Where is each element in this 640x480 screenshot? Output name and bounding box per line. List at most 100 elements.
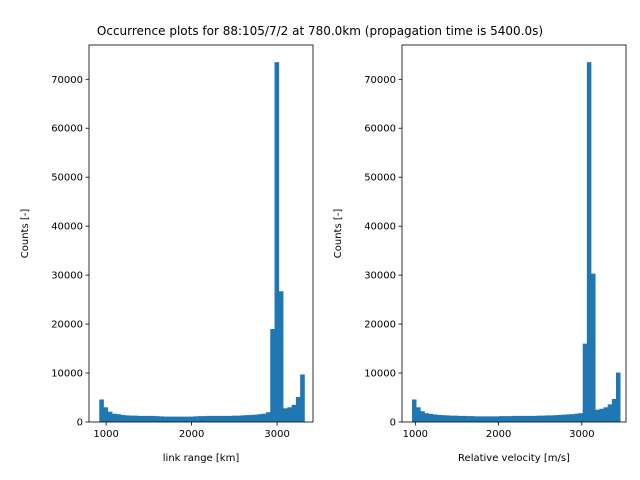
histogram-bar [511, 415, 517, 422]
x-tick-label: 2000 [486, 429, 511, 440]
histogram-bar [520, 415, 525, 422]
y-tick-label: 60000 [364, 124, 396, 135]
histogram-bar [586, 62, 592, 422]
histogram-bar [478, 416, 484, 422]
histogram-bar [528, 415, 534, 422]
y-tick-label: 50000 [51, 173, 83, 184]
histogram-bar [603, 407, 609, 422]
histogram-bars [411, 62, 621, 422]
histogram-bar [449, 415, 454, 422]
histogram-bar [133, 415, 139, 422]
histogram-bar [116, 414, 121, 422]
axes-frame [88, 44, 314, 423]
y-tick-label: 50000 [364, 173, 396, 184]
histogram-bar [265, 412, 271, 422]
histogram-bar [120, 414, 126, 422]
y-tick-label: 0 [390, 418, 396, 429]
histogram-bar [570, 414, 575, 422]
histogram-bar [616, 372, 621, 422]
y-tick-label: 70000 [364, 75, 396, 86]
histogram-bar [244, 415, 250, 422]
histogram-bar [524, 415, 529, 422]
histogram-bar [129, 415, 134, 422]
histogram-bar [274, 62, 280, 422]
histogram-bar [223, 415, 228, 422]
histogram-bar [436, 414, 442, 422]
histogram-bar [287, 407, 292, 422]
histogram-bar [300, 374, 305, 422]
histogram-bar [171, 416, 177, 422]
y-tick-label: 60000 [51, 124, 83, 135]
histogram-bar [150, 415, 156, 422]
histogram-bar [553, 415, 559, 422]
histogram-bar [557, 414, 563, 422]
histogram-bar [441, 415, 446, 422]
histogram-bar [466, 416, 471, 422]
histogram-bar [278, 291, 284, 422]
histogram-bar [291, 404, 297, 422]
histogram-bar [574, 413, 579, 422]
y-tick-label: 20000 [364, 320, 396, 331]
x-axis-label: Relative velocity [m/s] [458, 453, 570, 464]
y-axis-label: Counts [-] [20, 209, 31, 259]
histogram-bar [295, 397, 301, 422]
x-tick-label: 1000 [403, 429, 428, 440]
histogram-bar [154, 416, 160, 422]
x-tick-label: 3000 [264, 429, 289, 440]
histogram-bar [582, 343, 588, 422]
histogram-bar [167, 416, 173, 422]
histogram-bar [503, 416, 509, 422]
histogram-bar [142, 415, 147, 422]
histogram-bar [189, 416, 194, 422]
histogram-bar [240, 415, 245, 422]
histogram-bar [541, 415, 546, 422]
histogram-bar [561, 414, 567, 422]
histogram-bar [248, 414, 254, 422]
histogram-bar [270, 328, 275, 422]
histogram-bar [99, 399, 104, 422]
histogram-bar [193, 416, 198, 422]
y-tick-label: 70000 [51, 75, 83, 86]
histogram-bar [218, 415, 224, 422]
histogram-bar [103, 407, 109, 422]
histogram-bar [146, 415, 151, 422]
y-tick-label: 30000 [364, 271, 396, 282]
histogram-bar [227, 415, 233, 422]
histogram-bar [112, 413, 117, 422]
histogram-bar [507, 416, 513, 422]
x-tick-label: 1000 [93, 429, 118, 440]
histogram-bar [176, 416, 181, 422]
histogram-bar [420, 411, 425, 422]
histogram-bar [445, 415, 450, 422]
histogram-bar [486, 416, 492, 422]
histogram-bar [545, 415, 550, 422]
y-tick-label: 0 [77, 418, 83, 429]
histogram-bar [257, 414, 263, 422]
histogram-bar [532, 415, 538, 422]
histogram-bar [482, 416, 488, 422]
y-tick-label: 10000 [51, 369, 83, 380]
histogram-bar [253, 414, 258, 422]
histogram-bar [595, 409, 600, 422]
x-tick-label: 2000 [179, 429, 204, 440]
histogram-bar [578, 413, 584, 422]
x-tick-label: 3000 [569, 429, 594, 440]
histogram-bar [566, 414, 571, 422]
histogram-bar [432, 414, 438, 422]
figure-title: Occurrence plots for 88:105/7/2 at 780.0… [97, 24, 543, 38]
histogram-bar [453, 415, 459, 422]
histogram-bar [416, 407, 421, 422]
histogram-bar [457, 415, 463, 422]
histogram-bar [231, 415, 237, 422]
histogram-bar [491, 416, 496, 422]
histogram-bar [411, 399, 417, 422]
histogram-bar [549, 415, 554, 422]
histogram-bar [516, 415, 521, 422]
histogram-bar [474, 416, 479, 422]
y-tick-label: 40000 [51, 222, 83, 233]
histogram-bars [99, 62, 305, 422]
histogram-bar [495, 416, 500, 422]
histogram-bar [607, 404, 613, 422]
